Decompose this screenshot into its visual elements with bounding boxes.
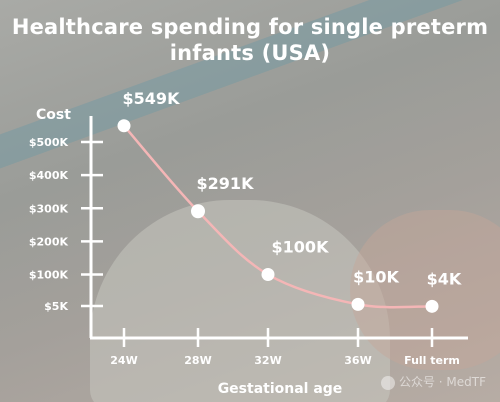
x-axis-label: Gestational age <box>218 381 343 397</box>
data-point <box>191 204 205 219</box>
data-label: $100K <box>272 238 330 257</box>
x-tick-label: 32W <box>254 354 281 367</box>
data-label: $4K <box>427 269 462 288</box>
x-tick-label: 28W <box>184 354 211 367</box>
x-tick-label: Full term <box>404 354 460 367</box>
chart-title: Healthcare spending for single preterm i… <box>11 15 489 65</box>
x-tick-label: 24W <box>110 354 137 367</box>
data-point <box>117 119 131 133</box>
y-tick-label: $100K <box>29 269 69 282</box>
data-point <box>261 268 275 282</box>
wechat-icon <box>380 375 395 390</box>
data-label: $291K <box>197 174 255 193</box>
y-tick-label: $400K <box>29 169 69 182</box>
watermark-text: 公众号 · MedTF <box>398 375 486 389</box>
data-point <box>425 299 439 313</box>
y-axis-label: Cost <box>36 107 71 123</box>
watermark: 公众号 · MedTF <box>380 373 486 390</box>
y-tick-label: $200K <box>29 235 69 248</box>
data-label: $549K <box>123 89 181 108</box>
data-label: $10K <box>353 267 399 286</box>
background-skin <box>350 210 500 370</box>
y-tick-label: $300K <box>29 202 69 215</box>
x-tick-label: 36W <box>344 354 371 367</box>
data-point <box>351 297 365 311</box>
y-tick-label: $5K <box>44 300 68 313</box>
y-tick-label: $500K <box>29 136 69 149</box>
